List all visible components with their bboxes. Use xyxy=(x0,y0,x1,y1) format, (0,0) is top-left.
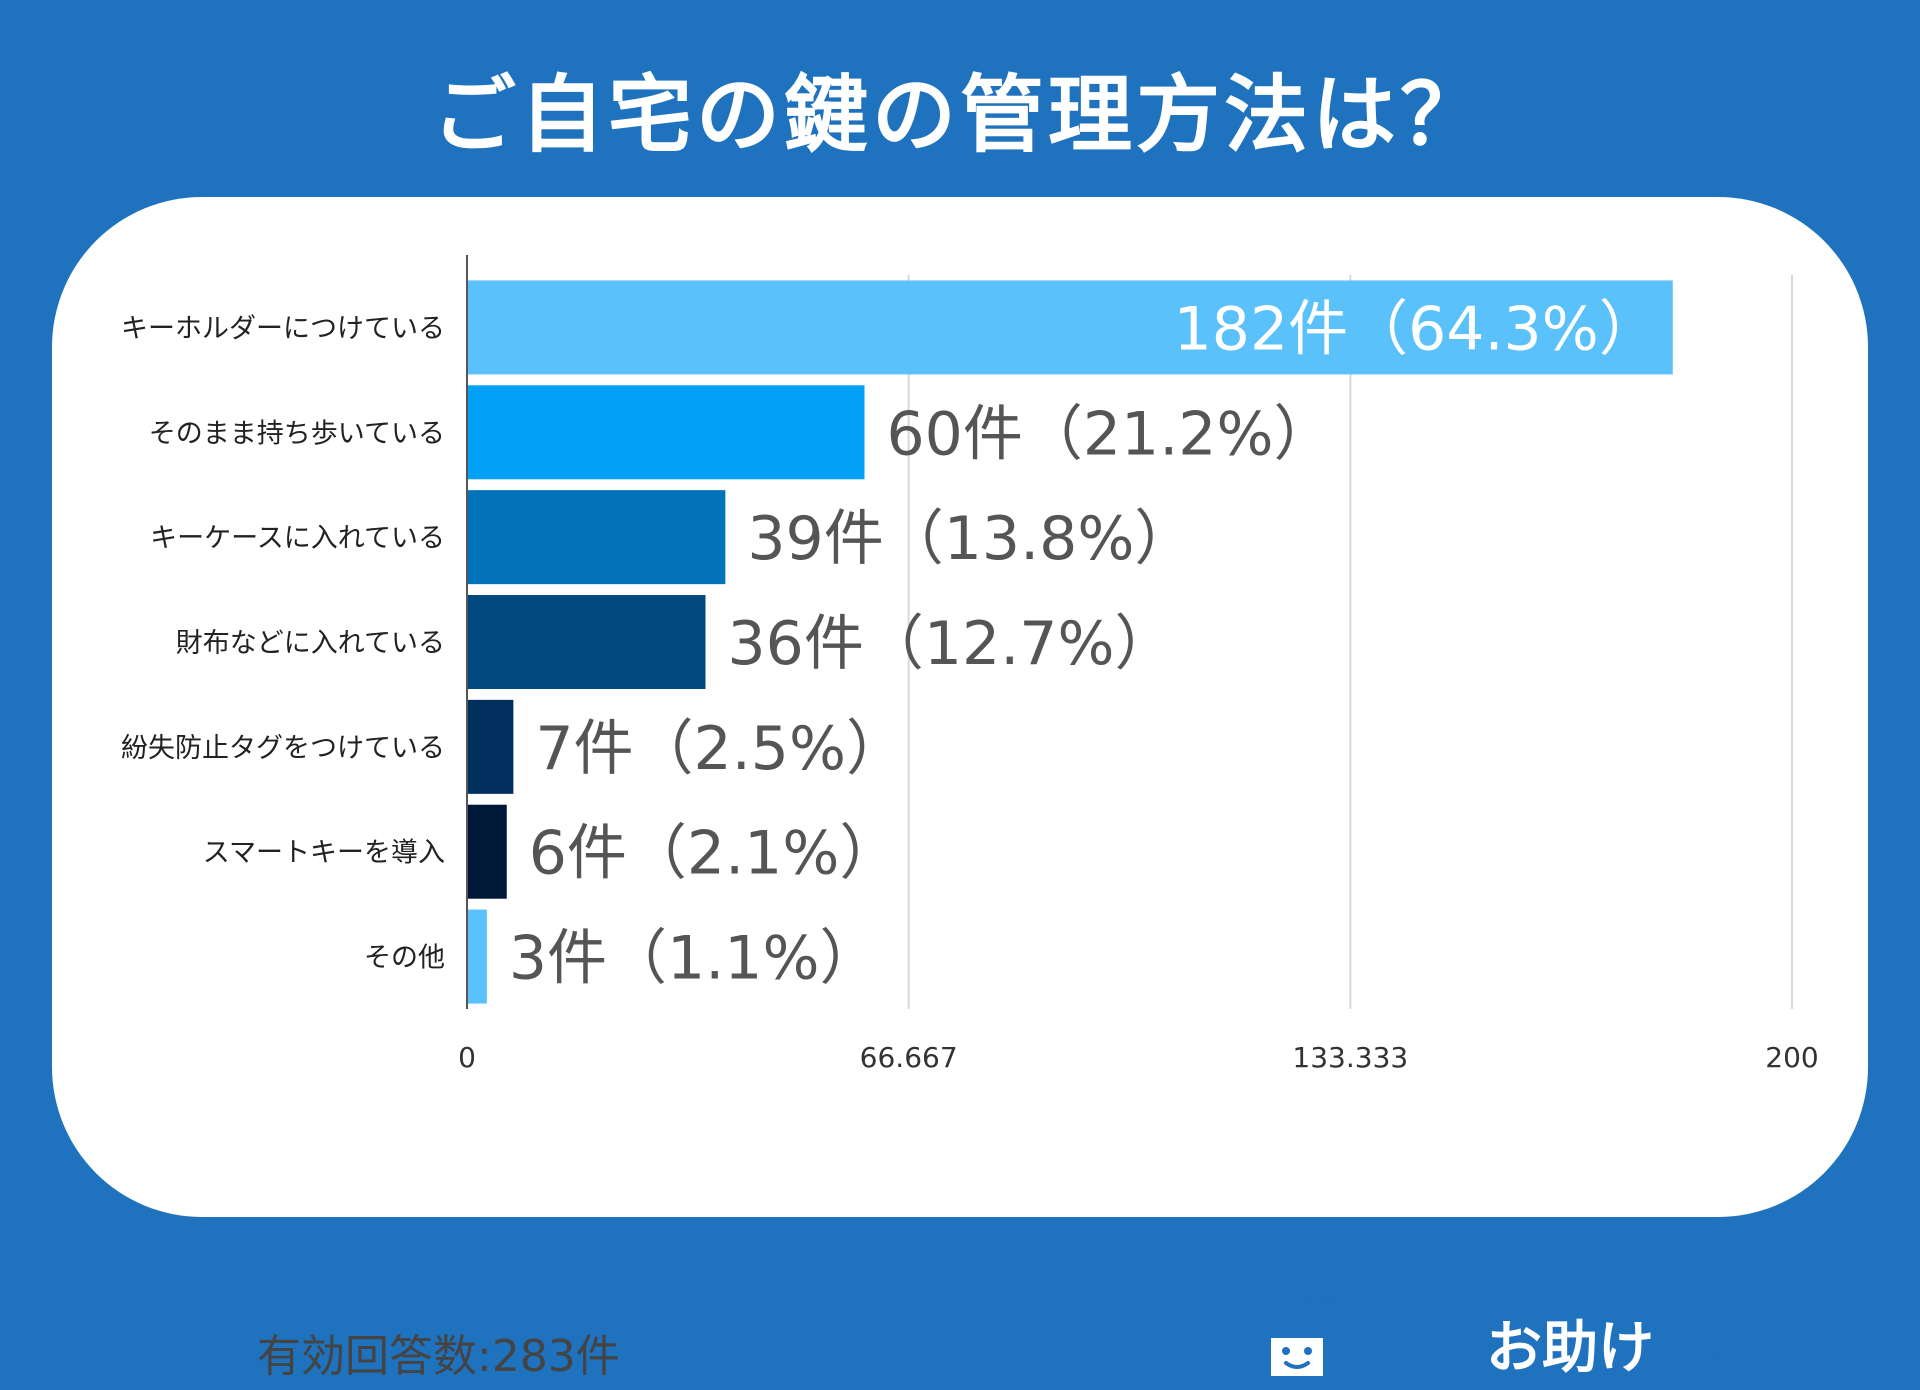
brand-name: カギ お助け 本舗 xyxy=(1354,1303,1786,1384)
x-tick-label: 133.333 xyxy=(1292,1041,1408,1074)
respondent-count: 有効回答数:283件 xyxy=(257,1331,620,1382)
bar xyxy=(467,699,514,794)
category-label: キーケースに入れている xyxy=(150,523,445,554)
x-tick-label: 200 xyxy=(1765,1041,1818,1074)
category-label: そのまま持ち歩いている xyxy=(149,418,445,449)
category-label: 紛失防止タグをつけている xyxy=(121,733,445,764)
brand-name-highlight: お助け xyxy=(1470,1303,1670,1384)
bar xyxy=(467,385,865,480)
data-label: 3件（1.1%） xyxy=(509,924,880,994)
x-tick-label: 0 xyxy=(458,1041,476,1074)
data-label: 36件（12.7%） xyxy=(728,609,1175,679)
x-tick-label: 66.667 xyxy=(860,1041,958,1074)
page-title: ご自宅の鍵の管理方法は？ xyxy=(431,66,1488,164)
category-label: その他 xyxy=(364,943,445,974)
category-label: キーホルダーにつけている xyxy=(121,313,445,344)
bar xyxy=(467,280,1673,375)
bar xyxy=(467,804,507,899)
brand-name-part: 本舗 xyxy=(1674,1316,1786,1381)
data-label: 39件（13.8%） xyxy=(747,504,1194,574)
data-label: 182件（64.3%） xyxy=(1174,294,1659,364)
brand-name-part: カギ xyxy=(1354,1316,1466,1381)
category-label: 財布などに入れている xyxy=(176,628,445,659)
brand-logo: あなたの困った！解決します！ カギ お助け 本舗 xyxy=(1242,1285,1802,1390)
bar xyxy=(467,909,487,1004)
data-label: 7件（2.5%） xyxy=(535,714,906,784)
category-label: スマートキーを導入 xyxy=(203,838,445,869)
data-label: 60件（21.2%） xyxy=(887,399,1334,469)
bar xyxy=(467,595,706,689)
data-label: 6件（2.1%） xyxy=(529,819,900,889)
chart-card: 0 66.667 133.333 200 キーホルダーにつけている 182件（64.3%）… xyxy=(52,197,1868,1387)
bar-chart: 0 66.667 133.333 200 キーホルダーにつけている 182件（64.3%）… xyxy=(121,255,1819,1074)
bar xyxy=(467,490,726,585)
